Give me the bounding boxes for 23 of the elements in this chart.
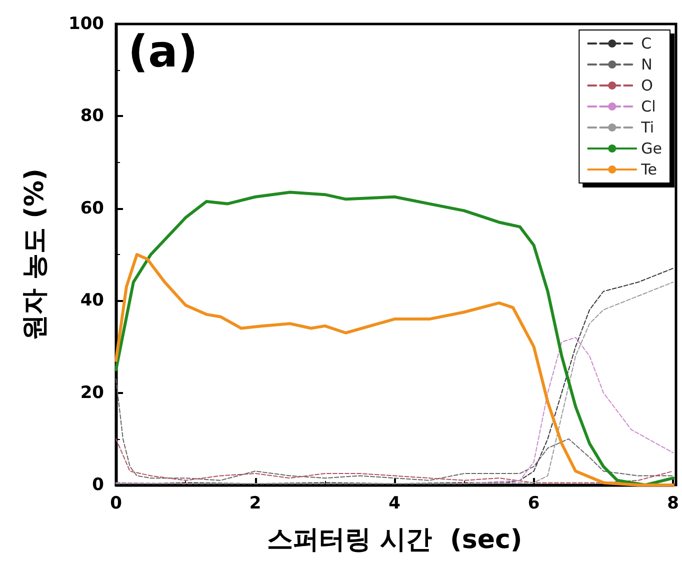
y-tick-label: 100 (68, 14, 104, 34)
legend-label: N (641, 56, 652, 74)
line-series (116, 378, 674, 481)
y-tick-label: 40 (80, 290, 104, 311)
annotation: (a) (128, 26, 198, 78)
legend-label: Ti (640, 118, 654, 136)
y-axis-title: 원자 농도 (%) (20, 168, 50, 340)
legend-label: C (641, 34, 652, 52)
line-series (116, 438, 674, 484)
legend-label: Cl (641, 98, 656, 116)
legend-label: Te (640, 160, 657, 178)
legend-label: Ge (641, 140, 662, 158)
x-tick-label: 4 (388, 494, 401, 514)
y-tick-label: 20 (80, 382, 104, 403)
y-tick-label: 0 (92, 475, 104, 495)
x-tick-label: 0 (110, 494, 122, 514)
x-axis-title: 스퍼터링 시간 (sec) (266, 525, 522, 555)
y-tick-label: 80 (80, 106, 104, 126)
x-tick-label: 8 (667, 494, 680, 514)
legend-label: O (641, 76, 653, 94)
x-tick-label: 2 (249, 494, 262, 514)
y-tick-label: 60 (80, 198, 104, 218)
x-tick-label: 6 (528, 494, 540, 514)
